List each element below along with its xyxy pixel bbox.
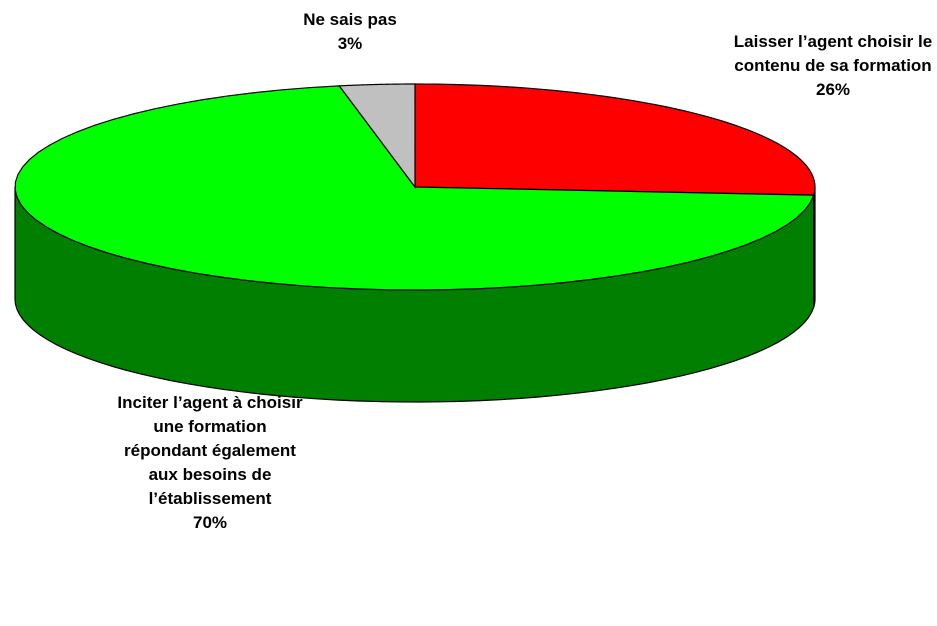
slice: [14, 85, 815, 291]
category-label: Laisser l’agent choisir le contenu de sa…: [733, 32, 933, 75]
slice: [414, 83, 816, 196]
slice-label: Laisser l’agent choisir le contenu de sa…: [733, 30, 933, 102]
value-label: 70%: [192, 513, 228, 532]
value-label: 26%: [815, 80, 851, 99]
value-label: 3%: [337, 34, 363, 53]
category-label: Inciter l’agent à choisir une formation …: [117, 393, 303, 508]
category-label: Ne sais pas: [303, 10, 397, 29]
slice: [338, 83, 416, 189]
slice-label: Inciter l’agent à choisir une formation …: [110, 391, 310, 535]
slice-label: Ne sais pas 3%: [285, 8, 415, 56]
